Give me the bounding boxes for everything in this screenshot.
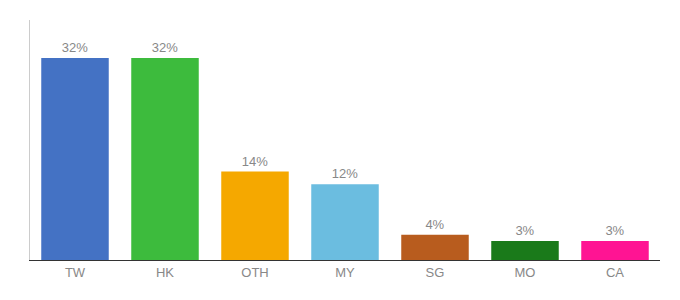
svg-text:MY: MY	[335, 265, 355, 280]
svg-text:32%: 32%	[152, 40, 178, 55]
svg-text:TW: TW	[65, 265, 86, 280]
svg-text:32%: 32%	[62, 40, 88, 55]
svg-text:12%: 12%	[332, 166, 358, 181]
svg-text:14%: 14%	[242, 154, 268, 169]
svg-text:OTH: OTH	[241, 265, 268, 280]
svg-text:CA: CA	[606, 265, 624, 280]
svg-text:4%: 4%	[425, 217, 444, 232]
svg-text:3%: 3%	[515, 223, 534, 238]
svg-text:MO: MO	[515, 265, 536, 280]
svg-text:3%: 3%	[605, 223, 624, 238]
svg-text:HK: HK	[156, 265, 174, 280]
svg-text:SG: SG	[426, 265, 445, 280]
